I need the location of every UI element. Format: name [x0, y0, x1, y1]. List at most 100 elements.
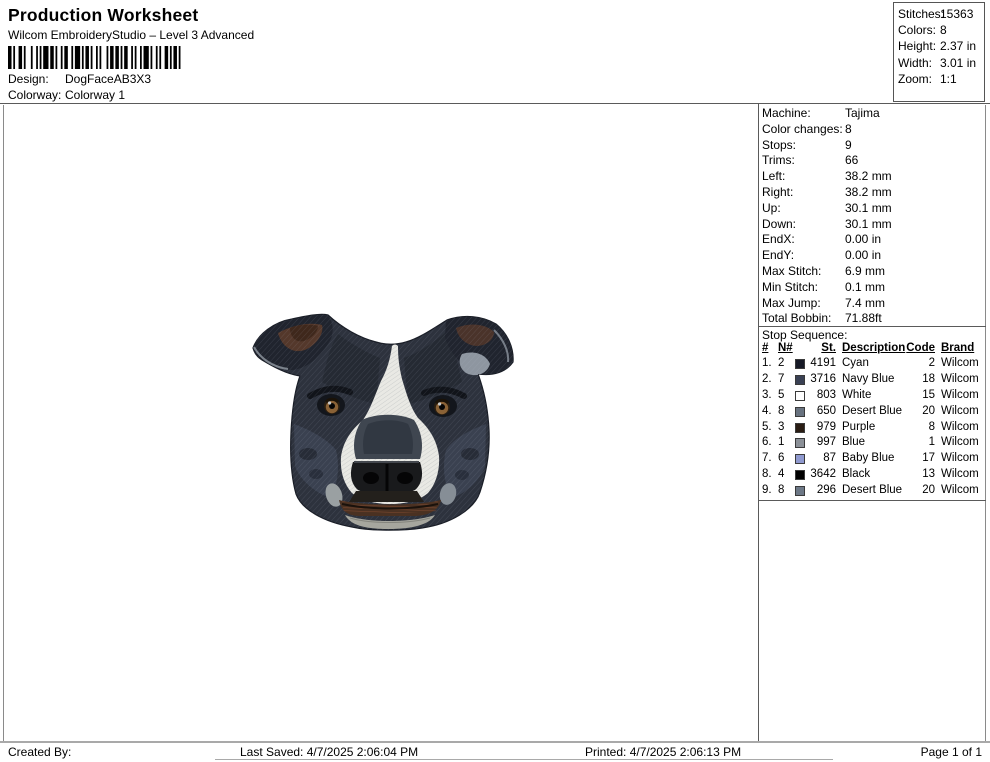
seq-needle: 2 — [778, 357, 785, 369]
seq-brand: Wilcom — [941, 452, 979, 465]
seq-stitch-count: 3642 — [810, 468, 836, 481]
seq-description: Blue — [842, 436, 866, 449]
seq-brand: Wilcom — [941, 468, 979, 481]
seq-index: 7. — [762, 452, 772, 465]
machine-info-label: Right: — [762, 184, 794, 199]
stat-value: 15363 — [940, 7, 974, 21]
panel-divider-line — [758, 104, 759, 743]
stop-sequence-row: 8. 4 3642 Black 13 Wilcom — [758, 468, 988, 484]
col-num: # — [762, 342, 769, 354]
seq-stitch-count: 4191 — [810, 357, 836, 369]
seq-code: 17 — [922, 452, 935, 465]
seq-description: Cyan — [842, 357, 869, 369]
thread-color-swatch — [795, 422, 805, 433]
stop-sequence-table: 1. 2 4191 Cyan 2 Wilcom 2. 7 3716 Navy Blue 18 Wilc… — [758, 357, 988, 500]
app-subtitle: Wilcom EmbroideryStudio – Level 3 Advanc… — [8, 28, 255, 42]
machine-info-label: Down: — [762, 216, 797, 231]
stop-sequence-row: 9. 8 296 Desert Blue 20 Wilcom — [758, 484, 988, 500]
machine-info-label: Stops: — [762, 137, 797, 152]
seq-index: 5. — [762, 420, 772, 433]
seq-stitch-count: 997 — [816, 436, 836, 449]
thread-color-swatch — [795, 390, 805, 401]
machine-info-row: EndY: 0.00 in — [758, 248, 988, 264]
stop-sequence-label: Stop Sequence: — [762, 328, 848, 342]
seq-index: 9. — [762, 484, 772, 497]
machine-info-label: Max Stitch: — [762, 263, 822, 278]
machine-info-label: EndX: — [762, 232, 795, 247]
machine-info-row: Color changes: 8 — [758, 122, 988, 138]
machine-info-value: 0.00 in — [845, 232, 882, 247]
seq-brand: Wilcom — [941, 388, 979, 401]
stat-label: Width: — [898, 55, 933, 70]
seq-description: White — [842, 388, 872, 401]
stat-row: Width: 3.01 in — [894, 56, 984, 72]
machine-info-value: 38.2 mm — [845, 184, 892, 199]
seq-needle: 4 — [778, 468, 785, 481]
machine-info-panel: Machine: Tajima Color changes: 8 Stops: 9 Trim… — [758, 106, 988, 327]
machine-info-label: Min Stitch: — [762, 279, 819, 294]
col-brand: Brand — [941, 342, 975, 354]
stat-value: 8 — [940, 23, 947, 38]
machine-info-row: Up: 30.1 mm — [758, 201, 988, 217]
stop-sequence-row: 2. 7 3716 Navy Blue 18 Wilcom — [758, 373, 988, 389]
machine-info-value: 8 — [845, 121, 852, 136]
footer-underline — [215, 759, 833, 760]
seq-brand: Wilcom — [941, 420, 979, 433]
seq-needle: 8 — [778, 484, 785, 497]
machine-info-row: EndX: 0.00 in — [758, 232, 988, 248]
footer-created-by: Created By: — [8, 745, 72, 759]
seq-code: 13 — [922, 468, 935, 481]
machine-info-label: Left: — [762, 169, 786, 184]
machine-info-row: Machine: Tajima — [758, 106, 988, 122]
stat-value: 1:1 — [940, 71, 957, 86]
seq-code: 20 — [922, 484, 935, 497]
footer-printed: Printed: 4/7/2025 2:06:13 PM — [585, 745, 742, 759]
machine-info-row: Right: 38.2 mm — [758, 185, 988, 201]
seq-needle: 3 — [778, 420, 785, 433]
seq-description: Desert Blue — [842, 484, 903, 497]
dog-left-eye — [317, 394, 345, 416]
machine-info-value: 6.9 mm — [845, 263, 886, 278]
seq-brand: Wilcom — [941, 436, 979, 449]
machine-info-value: 66 — [845, 153, 859, 168]
stat-value: 2.37 in — [940, 39, 977, 54]
machine-info-row: Min Stitch: 0.1 mm — [758, 280, 988, 296]
seq-index: 8. — [762, 468, 772, 481]
stat-row: Colors: 8 — [894, 23, 984, 39]
machine-info-value: 0.1 mm — [845, 279, 886, 294]
machine-info-row: Trims: 66 — [758, 153, 988, 169]
stat-row: Stitches: 15363 — [894, 7, 984, 23]
machine-info-label: Trims: — [762, 153, 795, 168]
seq-index: 2. — [762, 372, 772, 385]
machine-info-value: 71.88ft — [845, 311, 882, 326]
machine-info-row: Total Bobbin: 71.88ft — [758, 311, 988, 327]
header-separator-line — [0, 103, 990, 104]
seq-stitch-count: 979 — [816, 420, 836, 433]
design-value: DogFaceAB3X3 — [65, 72, 152, 86]
machine-info-row: Left: 38.2 mm — [758, 169, 988, 185]
seq-description: Navy Blue — [842, 372, 895, 385]
seq-brand: Wilcom — [941, 357, 979, 369]
thread-color-swatch — [795, 486, 805, 497]
seq-code: 2 — [928, 357, 935, 369]
col-code: Code — [906, 342, 935, 354]
seq-needle: 1 — [778, 436, 785, 449]
seq-code: 8 — [928, 420, 935, 433]
stop-sequence-header: # N# St. Description Code Brand — [758, 342, 988, 357]
seq-code: 1 — [928, 436, 935, 449]
seq-needle: 5 — [778, 388, 785, 401]
seq-needle: 8 — [778, 404, 785, 417]
stat-label: Zoom: — [898, 71, 933, 86]
seq-brand: Wilcom — [941, 372, 979, 385]
machine-info-value: 38.2 mm — [845, 169, 892, 184]
stat-label: Colors: — [898, 23, 937, 38]
seq-stitch-count: 803 — [816, 388, 836, 401]
seq-index: 4. — [762, 404, 772, 417]
thread-color-swatch — [795, 454, 805, 465]
thread-color-swatch — [795, 359, 805, 369]
machine-info-value: 30.1 mm — [845, 200, 892, 215]
thread-color-swatch — [795, 470, 805, 481]
col-stitches: St. — [821, 342, 836, 354]
seq-stitch-count: 3716 — [810, 372, 836, 385]
